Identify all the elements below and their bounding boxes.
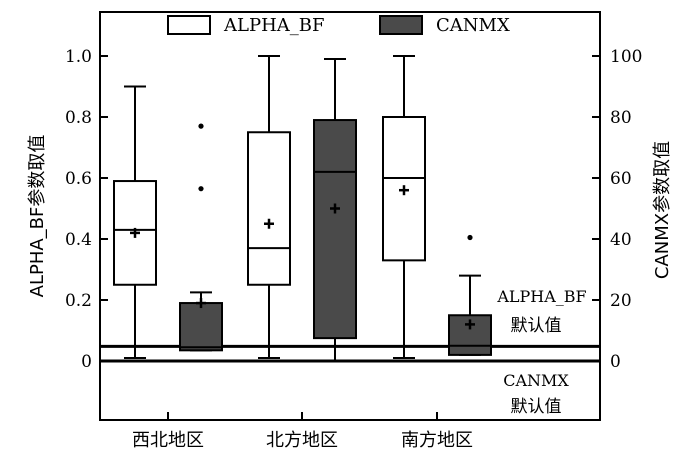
right-axis-label: CANMX参数取值: [652, 141, 673, 279]
right-tick-label: 0: [610, 352, 621, 372]
box-1-1: [313, 58, 357, 362]
box-body: [247, 131, 291, 286]
legend-label-canmx: CANMX: [436, 15, 510, 36]
outlier-point: [198, 123, 204, 129]
outlier-point: [198, 186, 204, 192]
left-tick-label: 1.0: [65, 47, 92, 67]
outlier-point: [467, 234, 473, 241]
left-axis-label: ALPHA_BF参数取值: [27, 135, 48, 298]
legend-swatch-alpha: [167, 15, 211, 35]
box-body: [179, 302, 223, 352]
left-tick-label: 0.2: [65, 291, 92, 311]
x-tick-label: 北方地区: [266, 430, 338, 451]
left-tick-label: 0.6: [65, 169, 92, 189]
right-tick-label: 80: [610, 108, 632, 128]
right-tick-label: 100: [610, 47, 642, 67]
left-tick-label: 0: [81, 352, 92, 372]
box-0-2: [382, 55, 426, 359]
x-tick-label: 南方地区: [401, 430, 473, 451]
plot-frame: [99, 11, 601, 421]
ref-label-alpha-line1: ALPHA_BF: [496, 287, 586, 306]
x-tick-label: 西北地区: [132, 430, 204, 451]
ref-label-canmx-line2: 默认值: [511, 397, 562, 417]
reference-lines: [100, 344, 600, 363]
legend-swatch-canmx: [379, 15, 423, 35]
box-1-2: [448, 234, 492, 356]
box-0-0: [113, 85, 157, 359]
legend-label-alpha: ALPHA_BF: [223, 15, 324, 36]
box-body: [313, 119, 357, 340]
left-tick-label: 0.4: [65, 230, 92, 250]
box-0-1: [247, 55, 291, 359]
box-1-0: [179, 123, 223, 352]
axis-ticks: 0 0.2 0.4 0.6 0.8 1.0 0 20 40 60 80 100 西北地区 北方地区 南方地区: [65, 47, 643, 451]
right-tick-label: 60: [610, 169, 632, 189]
right-tick-label: 20: [610, 291, 632, 311]
boxes: [113, 55, 492, 362]
left-tick-label: 0.8: [65, 108, 92, 128]
legend: ALPHA_BF CANMX: [167, 15, 510, 36]
ref-label-canmx-line1: CANMX: [503, 371, 569, 390]
right-tick-label: 40: [610, 230, 632, 250]
ref-label-alpha-line2: 默认值: [511, 316, 562, 336]
